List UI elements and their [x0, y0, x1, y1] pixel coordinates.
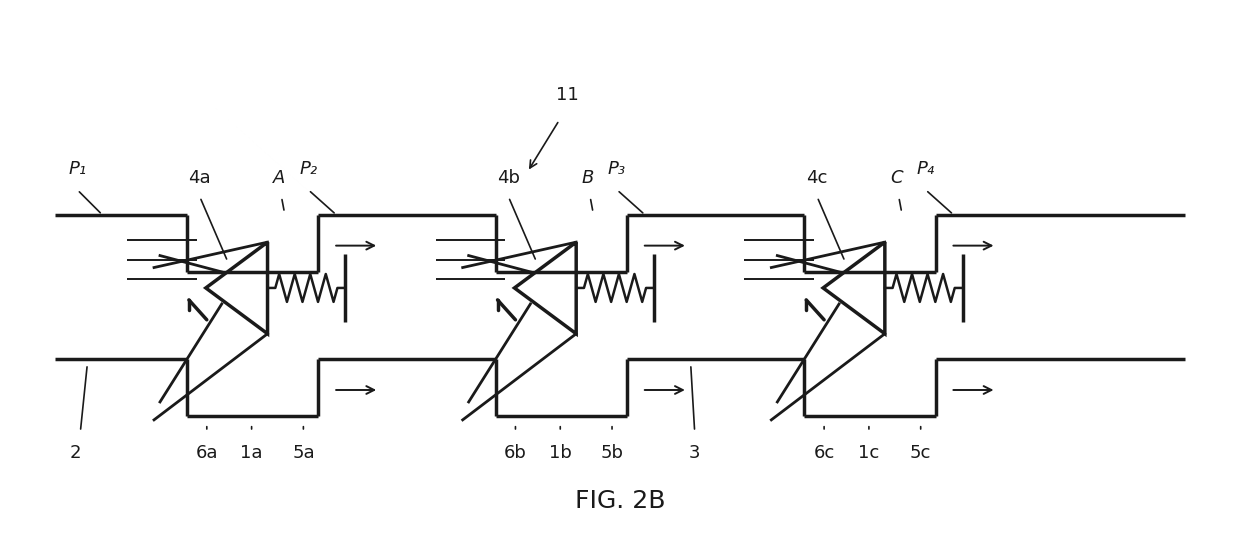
Text: P₁: P₁ [68, 160, 87, 178]
Text: 4b: 4b [497, 169, 520, 187]
Text: 5a: 5a [293, 444, 315, 462]
Text: P₄: P₄ [916, 160, 935, 178]
Text: A: A [273, 169, 285, 187]
Text: 6b: 6b [503, 444, 527, 462]
Text: P₂: P₂ [299, 160, 317, 178]
Text: C: C [890, 169, 903, 187]
Text: 2: 2 [69, 444, 81, 462]
Text: P₃: P₃ [608, 160, 626, 178]
Text: B: B [582, 169, 594, 187]
Text: 6a: 6a [196, 444, 218, 462]
Text: 4c: 4c [806, 169, 828, 187]
Text: 5b: 5b [600, 444, 624, 462]
Text: 1c: 1c [858, 444, 879, 462]
Text: 6c: 6c [813, 444, 835, 462]
Text: 5c: 5c [910, 444, 931, 462]
Text: 11: 11 [556, 86, 579, 104]
Text: 1a: 1a [241, 444, 263, 462]
Text: 1b: 1b [549, 444, 572, 462]
Text: FIG. 2B: FIG. 2B [575, 490, 665, 513]
Text: 3: 3 [689, 444, 701, 462]
Text: 4a: 4a [188, 169, 211, 187]
